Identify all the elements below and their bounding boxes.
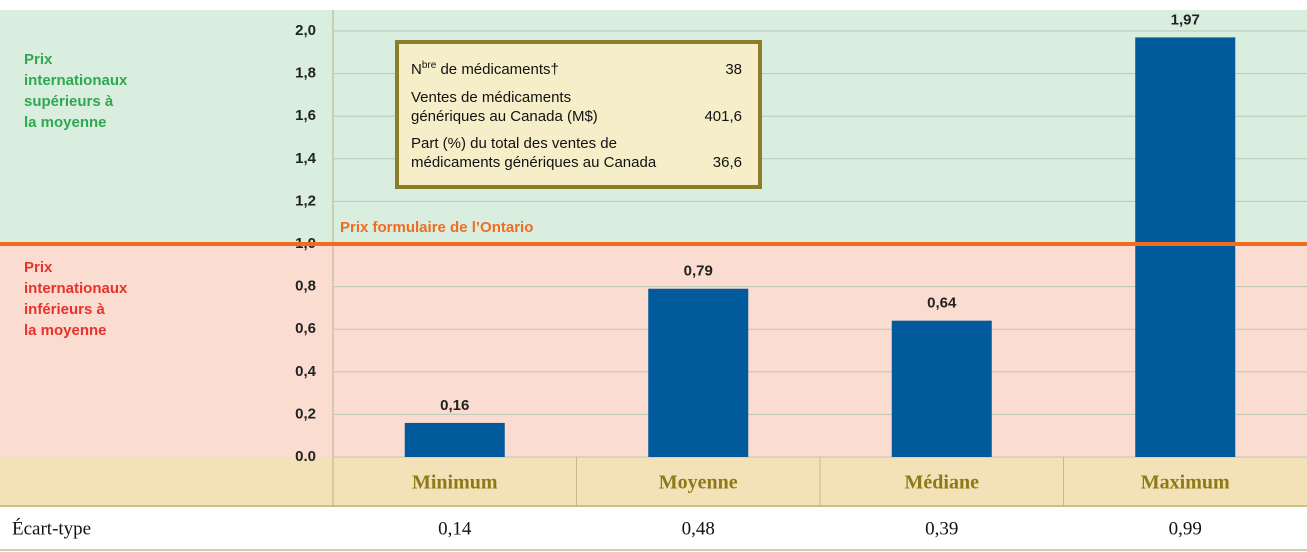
region-label: inférieurs à — [24, 301, 106, 318]
info-box — [395, 40, 762, 189]
y-tick-label: 1,8 — [295, 65, 316, 82]
region-label: Prix — [24, 51, 53, 68]
category-band — [0, 457, 1307, 507]
y-tick-label: 2,0 — [295, 22, 316, 39]
info-value: 38 — [725, 61, 742, 78]
reference-label: Prix formulaire de l’Ontario — [340, 219, 533, 236]
info-label: médicaments génériques au Canada — [411, 154, 657, 171]
y-tick-label: 0,8 — [295, 278, 316, 295]
bar-value-label: 0,79 — [684, 263, 713, 280]
region-label: internationaux — [24, 72, 128, 89]
x-tick-label: Minimum — [412, 472, 498, 494]
info-value: 36,6 — [713, 154, 742, 171]
std-dev-value: 0,39 — [925, 518, 958, 539]
info-label: Part (%) du total des ventes de — [411, 135, 617, 152]
region-label: Prix — [24, 259, 53, 276]
y-tick-label: 0.0 — [295, 448, 316, 465]
x-tick-label: Médiane — [905, 472, 980, 494]
region-label: la moyenne — [24, 114, 107, 131]
bar — [404, 422, 505, 457]
std-dev-value: 0,14 — [438, 518, 472, 539]
info-label-part: N — [411, 61, 422, 78]
y-tick-label: 1,6 — [295, 107, 316, 124]
region-label: supérieurs à — [24, 93, 114, 110]
y-tick-label: 0,6 — [295, 320, 316, 337]
region-label: internationaux — [24, 280, 128, 297]
info-label: génériques au Canada (M$) — [411, 108, 598, 125]
y-tick-label: 0,4 — [295, 363, 317, 380]
std-dev-value: 0,99 — [1169, 518, 1202, 539]
region-label: la moyenne — [24, 322, 107, 339]
bar-value-label: 0,64 — [927, 295, 957, 312]
info-label: Ventes de médicaments — [411, 89, 571, 106]
x-tick-label: Moyenne — [659, 472, 738, 494]
bar — [891, 320, 992, 457]
bar-value-label: 1,97 — [1171, 11, 1200, 28]
x-tick-label: Maximum — [1141, 472, 1230, 494]
info-label-sup: bre — [422, 60, 437, 71]
info-label: Nbre de médicaments† — [411, 60, 559, 78]
info-box-inner — [400, 45, 757, 184]
bar — [648, 288, 749, 457]
std-dev-label: Écart-type — [12, 517, 91, 539]
info-value: 401,6 — [704, 108, 742, 125]
y-tick-label: 1,2 — [295, 192, 316, 209]
bar — [1135, 37, 1236, 457]
y-tick-label: 0,2 — [295, 405, 316, 422]
y-tick-label: 1,4 — [295, 150, 317, 167]
std-dev-value: 0,48 — [682, 518, 715, 539]
bar-value-label: 0,16 — [440, 397, 469, 414]
info-label-part: de médicaments† — [436, 61, 559, 78]
